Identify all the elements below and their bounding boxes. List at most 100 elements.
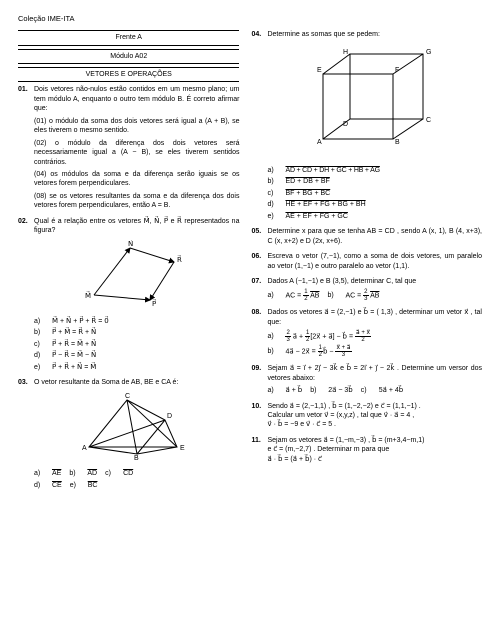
q02-e-eq: P⃗ + R⃗ + N⃗ = M⃗ bbox=[52, 363, 239, 372]
q03-bv: AD bbox=[87, 469, 97, 478]
q02-figure: N⃗ R⃗ M⃗ P⃗ bbox=[34, 240, 239, 313]
q02-body: Qual é a relação entre os vetores M⃗, N⃗… bbox=[34, 217, 239, 373]
q09-c: c) bbox=[361, 386, 379, 395]
q09-a: a) bbox=[267, 386, 285, 395]
q06-num: 06. bbox=[251, 252, 267, 271]
q11-l3: a⃗ · b⃗ = (a⃗ + b⃗) · c⃗ bbox=[267, 455, 482, 464]
q02-c: c) bbox=[34, 340, 52, 349]
q04-cv: BF + BG + BC bbox=[285, 189, 482, 198]
q07-a: a) bbox=[267, 291, 285, 300]
fig03-B: B bbox=[134, 455, 139, 462]
q06: 06. Escreva o vetor (7,−1), como a soma … bbox=[251, 252, 482, 271]
collection-title: Coleção IME-ITA bbox=[18, 14, 482, 24]
q02-d-eq: P⃗ − R⃗ = M⃗ − N⃗ bbox=[52, 351, 239, 360]
q10: 10. Sendo a⃗ = (2,−1,1) , b⃗ = (1,−2,−2)… bbox=[251, 402, 482, 430]
q08-b-eq: 4a⃗ − 2x⃗ = 12b⃗ − x⃗ + a⃗3 bbox=[285, 345, 351, 358]
modulo-header: Módulo A02 bbox=[18, 49, 239, 64]
fig03-A: A bbox=[82, 445, 87, 452]
q03-a: a) bbox=[34, 469, 52, 478]
q03-av: AE bbox=[52, 469, 61, 478]
q03-dv: CE bbox=[52, 481, 62, 490]
q09-av: a⃗ + b⃗ bbox=[285, 386, 302, 395]
right-column: 04. Determine as somas que se pedem: A B… bbox=[251, 30, 482, 496]
q03: 03. O vetor resultante da Soma de AB, BE… bbox=[18, 378, 239, 490]
q09-text: Sejam a⃗ = i⃗ + 2j⃗ − 3k⃗ e b⃗ = 2i⃗ + j… bbox=[267, 365, 482, 381]
q04-b: b) bbox=[267, 177, 285, 186]
fig02-N: N⃗ bbox=[128, 240, 133, 248]
fig04-D: D bbox=[343, 121, 348, 128]
q04-body: Determine as somas que se pedem: A B C D… bbox=[267, 30, 482, 221]
q02-e: e) bbox=[34, 363, 52, 372]
q11: 11. Sejam os vetores a⃗ = (1,−m,−3) , b⃗… bbox=[251, 436, 482, 464]
q03-b: b) bbox=[69, 469, 87, 478]
q04-dv: HE + EF + FG + BG + BH bbox=[285, 200, 482, 209]
fig02-P: P⃗ bbox=[152, 298, 156, 307]
q10-l1: Sendo a⃗ = (2,−1,1) , b⃗ = (1,−2,−2) e c… bbox=[267, 402, 482, 411]
fig02-M: M⃗ bbox=[85, 290, 91, 299]
q08-text: Dados os vetores a⃗ = (2,−1) e b⃗ = ( 1,… bbox=[267, 309, 482, 325]
left-column: Frente A Módulo A02 VETORES E OPERAÇÕES … bbox=[18, 30, 239, 496]
q08-num: 08. bbox=[251, 308, 267, 358]
fig04-F: F bbox=[395, 67, 399, 74]
fig04-E: E bbox=[317, 67, 322, 74]
q05-body: Determine x para que se tenha AB = CD , … bbox=[267, 227, 482, 246]
q08-b: b) bbox=[267, 347, 285, 356]
q04-bv: ED + DB + BF bbox=[285, 177, 482, 186]
q09-b: b) bbox=[310, 386, 328, 395]
fig02-R: R⃗ bbox=[177, 254, 182, 263]
q07-body: Dados A (−1,−1) e B (3,5), determinar C,… bbox=[267, 277, 482, 302]
q07-num: 07. bbox=[251, 277, 267, 302]
q01-body: Dois vetores não-nulos estão contidos em… bbox=[34, 85, 239, 210]
frente-header: Frente A bbox=[18, 30, 239, 45]
q09-body: Sejam a⃗ = i⃗ + 2j⃗ − 3k⃗ e b⃗ = 2i⃗ + j… bbox=[267, 364, 482, 395]
q11-l2: e c⃗ = (m,−2,7) . Determinar m para que bbox=[267, 445, 482, 454]
q02: 02. Qual é a relação entre os vetores M⃗… bbox=[18, 217, 239, 373]
fig04-G: G bbox=[426, 49, 431, 56]
q04: 04. Determine as somas que se pedem: A B… bbox=[251, 30, 482, 221]
q06-body: Escreva o vetor (7,−1), como a soma de d… bbox=[267, 252, 482, 271]
q09: 09. Sejam a⃗ = i⃗ + 2j⃗ − 3k⃗ e b⃗ = 2i⃗… bbox=[251, 364, 482, 395]
topic-header: VETORES E OPERAÇÕES bbox=[18, 67, 239, 82]
q01-num: 01. bbox=[18, 85, 34, 210]
q07-b: b) bbox=[327, 291, 345, 300]
q08: 08. Dados os vetores a⃗ = (2,−1) e b⃗ = … bbox=[251, 308, 482, 358]
fig03-C: C bbox=[125, 393, 130, 400]
q10-body: Sendo a⃗ = (2,−1,1) , b⃗ = (1,−2,−2) e c… bbox=[267, 402, 482, 430]
q03-num: 03. bbox=[18, 378, 34, 490]
q03-c: c) bbox=[105, 469, 123, 478]
fig04-B: B bbox=[395, 139, 400, 146]
q04-num: 04. bbox=[251, 30, 267, 221]
fig03-E: E bbox=[180, 445, 185, 452]
q02-c-eq: P⃗ + R⃗ = M⃗ + N⃗ bbox=[52, 340, 239, 349]
q02-d: d) bbox=[34, 351, 52, 360]
q05: 05. Determine x para que se tenha AB = C… bbox=[251, 227, 482, 246]
q09-cv: 5a⃗ + 4b⃗ bbox=[379, 386, 404, 395]
q09-num: 09. bbox=[251, 364, 267, 395]
fig04-H: H bbox=[343, 49, 348, 56]
q01-s4: (08) se os vetores resultantes da soma e… bbox=[34, 192, 239, 211]
q04-text: Determine as somas que se pedem: bbox=[267, 31, 379, 38]
q03-ev: BC bbox=[88, 481, 98, 490]
q03-text: O vetor resultante da Soma de AB, BE e C… bbox=[34, 379, 178, 386]
q03-figure: A B C D E bbox=[34, 392, 239, 465]
fig03-D: D bbox=[167, 413, 172, 420]
q11-l1: Sejam os vetores a⃗ = (1,−m,−3) , b⃗ = (… bbox=[267, 436, 482, 445]
fig04-A: A bbox=[317, 139, 322, 146]
q10-l3: v⃗ · b⃗ = −9 e v⃗ · c⃗ = 5 . bbox=[267, 420, 482, 429]
q03-body: O vetor resultante da Soma de AB, BE e C… bbox=[34, 378, 239, 490]
q01-s1: (01) o módulo da soma dos dois vetores s… bbox=[34, 117, 239, 136]
q02-b-eq: P⃗ + M⃗ = R⃗ + N⃗ bbox=[52, 328, 239, 337]
q03-d: d) bbox=[34, 481, 52, 490]
q09-bv: 2a⃗ − 3b⃗ bbox=[328, 386, 353, 395]
q02-num: 02. bbox=[18, 217, 34, 373]
q08-a-eq: 23 a⃗ + 12[2x⃗ + a⃗] − b⃗ = a⃗ + x⃗2 bbox=[285, 330, 371, 343]
q10-num: 10. bbox=[251, 402, 267, 430]
q04-av: AD + CD + DH + GC + HB + AG bbox=[285, 166, 482, 175]
q08-body: Dados os vetores a⃗ = (2,−1) e b⃗ = ( 1,… bbox=[267, 308, 482, 358]
q02-a: a) bbox=[34, 317, 52, 326]
q08-a: a) bbox=[267, 332, 285, 341]
q04-c: c) bbox=[267, 189, 285, 198]
q11-num: 11. bbox=[251, 436, 267, 464]
q02-b: b) bbox=[34, 328, 52, 337]
q07-text: Dados A (−1,−1) e B (3,5), determinar C,… bbox=[267, 278, 416, 285]
